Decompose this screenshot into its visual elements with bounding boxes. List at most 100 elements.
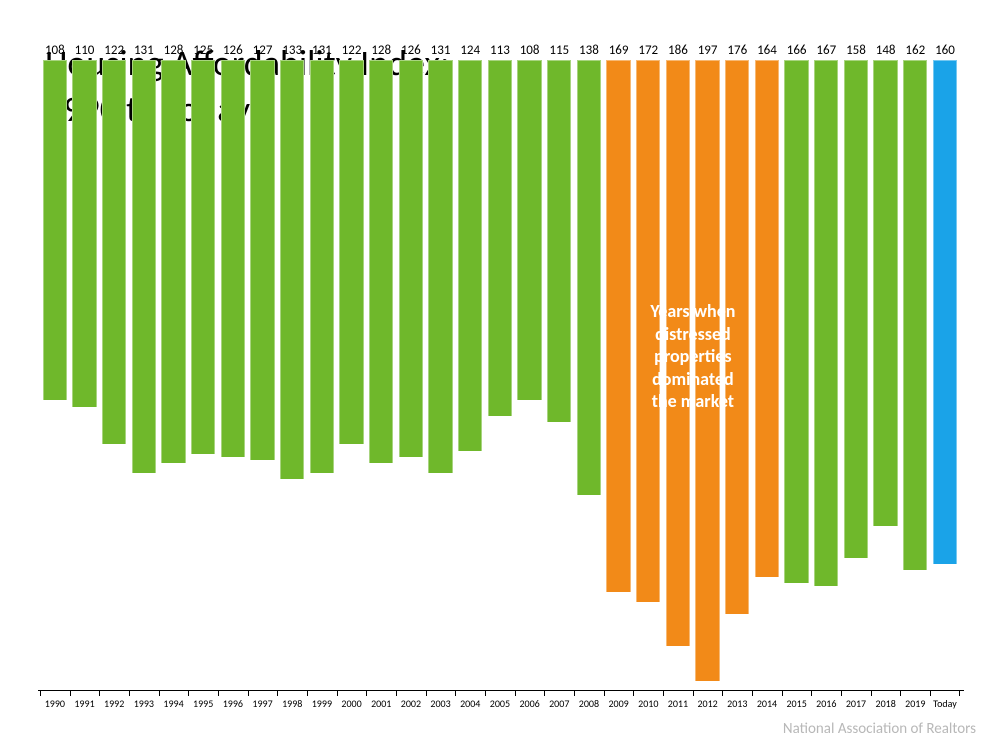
x-label-slot: 2014: [752, 697, 782, 710]
bar-value-label: 138: [579, 43, 599, 58]
x-label-slot: 1990: [40, 697, 70, 710]
x-axis-label: 2018: [876, 697, 896, 710]
bar-value-label: 172: [638, 43, 658, 58]
bar-slot: 124: [455, 60, 485, 690]
bar-slot: 108: [515, 60, 545, 690]
chart-container: Housing Affordability Index: 1990 to Tod…: [0, 0, 1000, 750]
bar-series: 1081101221311281251261271331311221281261…: [40, 60, 960, 690]
bar: 113: [488, 60, 512, 416]
bar-slot: 131: [426, 60, 456, 690]
x-label-slot: 2011: [663, 697, 693, 710]
x-tick: [248, 691, 278, 696]
x-tick: [693, 691, 723, 696]
bar: 166: [784, 60, 808, 583]
bar-value-label: 131: [312, 43, 332, 58]
bar: 131: [428, 60, 452, 473]
x-tick: [159, 691, 189, 696]
bar-slot: 176: [722, 60, 752, 690]
bar-value-label: 176: [727, 43, 747, 58]
bar-value-label: 124: [460, 43, 480, 58]
bar-slot: 133: [277, 60, 307, 690]
x-tick: [930, 691, 960, 696]
x-label-slot: 2002: [396, 697, 426, 710]
bar: 164: [755, 60, 779, 577]
x-tick: [426, 691, 456, 696]
bar: 160: [933, 60, 957, 564]
bar-value-label: 169: [609, 43, 629, 58]
x-label-slot: 2008: [574, 697, 604, 710]
bar: 124: [458, 60, 482, 451]
bar: 126: [399, 60, 423, 457]
x-label-slot: 2019: [900, 697, 930, 710]
bar: 131: [310, 60, 334, 473]
x-tick: [544, 691, 574, 696]
x-axis-label: 1998: [282, 697, 302, 710]
x-axis-label: 2015: [786, 697, 806, 710]
bar: 176: [725, 60, 749, 614]
bar-slot: 162: [900, 60, 930, 690]
x-label-slot: 2001: [366, 697, 396, 710]
bar: 148: [873, 60, 897, 526]
x-label-slot: 2010: [633, 697, 663, 710]
x-tick: [99, 691, 129, 696]
bar: 158: [844, 60, 868, 558]
x-axis-label: 2019: [905, 697, 925, 710]
x-tick: [900, 691, 930, 696]
x-tick: [455, 691, 485, 696]
x-axis-label: 1992: [104, 697, 124, 710]
bar-slot: 126: [218, 60, 248, 690]
x-axis-label: 1999: [312, 697, 332, 710]
bar-slot: 167: [811, 60, 841, 690]
bar-slot: 113: [485, 60, 515, 690]
bar-slot: 197: [693, 60, 723, 690]
x-axis-label: 2014: [757, 697, 777, 710]
x-axis-label: 1990: [45, 697, 65, 710]
bar-value-label: 131: [431, 43, 451, 58]
bar-value-label: 128: [371, 43, 391, 58]
bar-value-label: 162: [905, 43, 925, 58]
x-tick: [277, 691, 307, 696]
bar: 169: [606, 60, 630, 592]
bar-value-label: 148: [876, 43, 896, 58]
bar: 133: [280, 60, 304, 479]
x-axis-label: 2010: [638, 697, 658, 710]
bar-slot: 125: [188, 60, 218, 690]
x-axis-label: 2008: [579, 697, 599, 710]
x-label-slot: 2012: [693, 697, 723, 710]
bar: 128: [161, 60, 185, 463]
x-axis-label: 1991: [74, 697, 94, 710]
x-axis-label: 1996: [223, 697, 243, 710]
x-label-slot: Today: [930, 697, 960, 710]
bar: 108: [517, 60, 541, 400]
bar: 108: [43, 60, 67, 400]
x-axis-label: 2016: [816, 697, 836, 710]
bar-value-label: 158: [846, 43, 866, 58]
x-axis-label: 2000: [341, 697, 361, 710]
bar-value-label: 167: [816, 43, 836, 58]
bar-slot: 158: [841, 60, 871, 690]
x-axis-label: 1993: [134, 697, 154, 710]
bar-value-label: 122: [342, 43, 362, 58]
x-axis-label: 2013: [727, 697, 747, 710]
x-tick: [218, 691, 248, 696]
bar-slot: 108: [40, 60, 70, 690]
bar-slot: 160: [930, 60, 960, 690]
bar: 186: [666, 60, 690, 646]
bar-value-label: 133: [282, 43, 302, 58]
bar-value-label: 113: [490, 43, 510, 58]
x-label-slot: 2006: [515, 697, 545, 710]
x-label-slot: 2016: [811, 697, 841, 710]
x-axis-label: 2017: [846, 697, 866, 710]
chart-area: 1081101221311281251261271331311221281261…: [40, 60, 960, 690]
bar-slot: 166: [782, 60, 812, 690]
x-tick: [515, 691, 545, 696]
bar-value-label: 108: [45, 43, 65, 58]
bar-value-label: 166: [787, 43, 807, 58]
bar-value-label: 186: [668, 43, 688, 58]
x-label-slot: 2000: [337, 697, 367, 710]
x-tick: [40, 691, 70, 696]
x-tick: [188, 691, 218, 696]
x-label-slot: 1992: [99, 697, 129, 710]
source-attribution: National Association of Realtors: [783, 720, 976, 738]
bar-value-label: 127: [253, 43, 273, 58]
